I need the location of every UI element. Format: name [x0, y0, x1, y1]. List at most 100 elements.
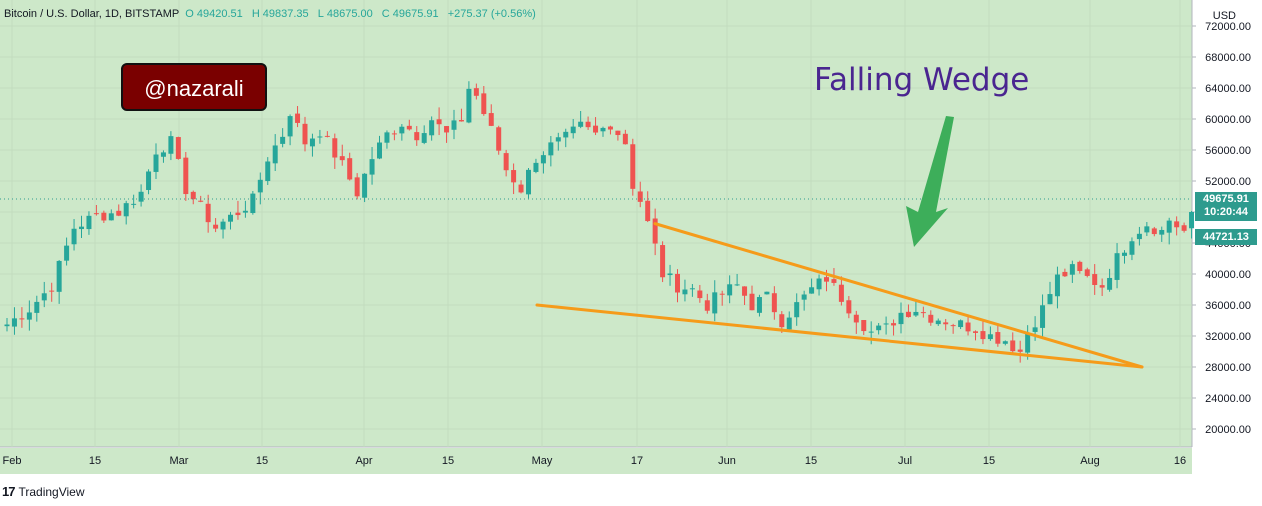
candle-body — [1151, 228, 1157, 235]
candle-body — [138, 191, 144, 202]
candle-body — [801, 294, 807, 300]
candle-body — [198, 200, 204, 202]
candle-body — [496, 127, 502, 151]
y-tick-label: 68000.00 — [1205, 52, 1251, 64]
candle-body — [295, 113, 301, 123]
candle-body — [302, 123, 308, 145]
candle-body — [1010, 340, 1016, 352]
pattern-annotation: Falling Wedge — [814, 62, 1030, 98]
candle-body — [1054, 274, 1060, 297]
candle-body — [563, 131, 569, 138]
candle-body — [1189, 212, 1195, 229]
candle-body — [108, 213, 114, 221]
candle-body — [1174, 221, 1180, 228]
candle-body — [220, 221, 226, 230]
candle-body — [123, 203, 129, 217]
candle-body — [131, 203, 137, 205]
candle-body — [1040, 305, 1046, 328]
candle-body — [444, 126, 450, 133]
candle-body — [816, 278, 822, 290]
low-label: L — [317, 8, 324, 20]
candle-countdown: 10:20:44 — [1203, 206, 1249, 218]
author-badge: @nazarali — [121, 63, 267, 111]
candle-body — [287, 116, 293, 137]
candle-body — [615, 130, 621, 136]
candle-body — [339, 156, 345, 161]
candle-body — [272, 145, 278, 164]
candle-body — [980, 331, 986, 340]
candle-body — [1047, 294, 1053, 305]
candle-body — [183, 157, 189, 195]
candle-body — [1062, 271, 1068, 277]
candle-body — [1159, 229, 1165, 235]
candle-body — [518, 184, 524, 193]
candle-body — [317, 136, 323, 138]
candle-body — [809, 287, 815, 294]
x-tick-label: 15 — [805, 455, 817, 467]
y-tick-label: 36000.00 — [1205, 300, 1251, 312]
annotation-arrow-icon — [906, 116, 954, 247]
candle-body — [175, 137, 181, 159]
wedge-trendline — [653, 222, 1144, 369]
y-tick-label: 32000.00 — [1205, 331, 1251, 343]
change-value: +275.37 (+0.56%) — [447, 8, 536, 20]
candle-body — [779, 314, 785, 328]
candle-body — [429, 120, 435, 136]
brand-name: TradingView — [18, 484, 85, 499]
candle-body — [786, 317, 792, 330]
candle-body — [943, 322, 949, 325]
candle-body — [987, 334, 993, 340]
candle-body — [228, 214, 233, 222]
y-tick-label: 20000.00 — [1205, 424, 1251, 436]
candle-body — [600, 127, 606, 132]
candle-body — [64, 245, 70, 261]
candle-body — [682, 289, 688, 295]
x-tick-label: 15 — [256, 455, 268, 467]
x-tick-label: Mar — [170, 455, 189, 467]
symbol-label: Bitcoin / U.S. Dollar, 1D, BITSTAMP — [4, 8, 180, 20]
candle-body — [146, 171, 152, 190]
candle-body — [585, 121, 591, 128]
y-tick-label: 52000.00 — [1205, 176, 1251, 188]
candle-body — [116, 210, 122, 216]
currency-label: USD — [1213, 10, 1236, 22]
candle-body — [794, 302, 800, 318]
candle-body — [831, 279, 837, 283]
candle-body — [19, 318, 25, 320]
candle-body — [630, 144, 636, 189]
candle-body — [958, 320, 964, 328]
candle-body — [257, 179, 263, 193]
candle-body — [4, 324, 10, 327]
candle-body — [578, 121, 584, 127]
candle-body — [749, 293, 755, 311]
open-value: 49420.51 — [196, 8, 243, 20]
candle-body — [86, 215, 92, 230]
candle-body — [503, 153, 509, 171]
candle-body — [526, 169, 531, 195]
candle-body — [756, 297, 762, 313]
candle-body — [1092, 274, 1098, 285]
candle-body — [436, 119, 442, 125]
candle-body — [712, 292, 718, 314]
candle-body — [734, 284, 740, 286]
candle-body — [1017, 349, 1023, 352]
candle-body — [727, 284, 733, 296]
candle-body — [1077, 261, 1083, 271]
candle-body — [645, 200, 651, 222]
time-axis-background — [0, 448, 1192, 474]
candle-body — [205, 203, 211, 223]
x-tick-label: 15 — [442, 455, 454, 467]
candle-body — [347, 158, 353, 180]
candle-body — [622, 133, 628, 145]
candle-body — [838, 284, 844, 302]
candle-body — [56, 260, 62, 292]
candle-body — [1114, 253, 1120, 280]
candle-body — [406, 125, 412, 130]
candle-body — [1181, 225, 1187, 231]
low-value: 48675.00 — [326, 8, 373, 20]
candle-body — [265, 161, 271, 182]
candle-body — [213, 224, 219, 229]
x-tick-label: Apr — [355, 455, 372, 467]
